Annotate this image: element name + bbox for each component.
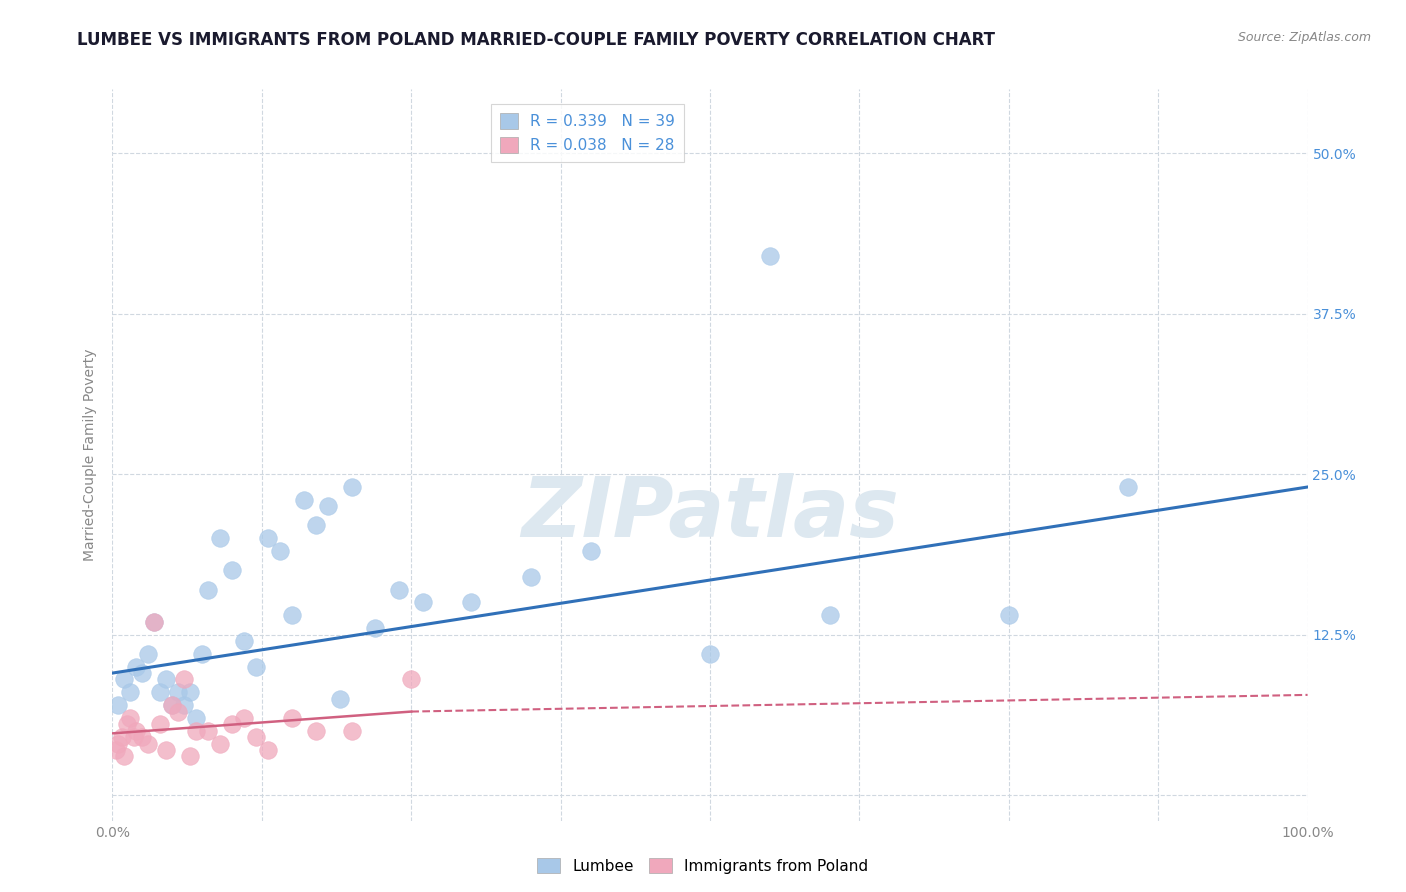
Point: [155, 743, 177, 757]
Text: ZIPatlas: ZIPatlas: [522, 473, 898, 554]
Point: [221, 717, 243, 731]
Point: [257, 743, 280, 757]
Point: [122, 730, 145, 744]
Point: [401, 673, 423, 687]
Point: [257, 532, 280, 546]
Point: [197, 723, 219, 738]
Point: [143, 615, 166, 629]
Point: [149, 717, 172, 731]
Point: [579, 544, 602, 558]
Point: [364, 621, 387, 635]
Point: [131, 666, 153, 681]
Point: [105, 743, 128, 757]
Point: [998, 608, 1021, 623]
Y-axis label: Married-Couple Family Poverty: Married-Couple Family Poverty: [83, 349, 97, 561]
Point: [245, 730, 267, 744]
Point: [388, 582, 411, 597]
Point: [269, 544, 291, 558]
Point: [221, 563, 243, 577]
Point: [305, 723, 328, 738]
Point: [167, 685, 190, 699]
Point: [292, 492, 315, 507]
Point: [138, 737, 160, 751]
Text: Source: ZipAtlas.com: Source: ZipAtlas.com: [1237, 31, 1371, 45]
Point: [329, 691, 352, 706]
Point: [125, 723, 148, 738]
Point: [209, 532, 232, 546]
Point: [114, 673, 135, 687]
Point: [197, 582, 219, 597]
Point: [107, 698, 129, 713]
Point: [191, 647, 214, 661]
Point: [186, 711, 208, 725]
Point: [114, 749, 135, 764]
Point: [155, 673, 177, 687]
Point: [162, 698, 183, 713]
Text: LUMBEE VS IMMIGRANTS FROM POLAND MARRIED-COUPLE FAMILY POVERTY CORRELATION CHART: LUMBEE VS IMMIGRANTS FROM POLAND MARRIED…: [77, 31, 995, 49]
Point: [460, 595, 482, 609]
Point: [131, 730, 153, 744]
Point: [340, 723, 363, 738]
Point: [125, 659, 148, 673]
Point: [412, 595, 434, 609]
Point: [120, 685, 142, 699]
Point: [818, 608, 841, 623]
Point: [233, 711, 256, 725]
Point: [316, 500, 339, 514]
Point: [1118, 480, 1140, 494]
Point: [107, 737, 129, 751]
Point: [759, 249, 782, 263]
Point: [167, 705, 190, 719]
Point: [179, 685, 201, 699]
Point: [233, 634, 256, 648]
Point: [186, 723, 208, 738]
Point: [209, 737, 232, 751]
Point: [162, 698, 183, 713]
Legend: R = 0.339   N = 39, R = 0.038   N = 28: R = 0.339 N = 39, R = 0.038 N = 28: [491, 104, 685, 162]
Point: [699, 647, 721, 661]
Point: [120, 711, 142, 725]
Point: [520, 570, 543, 584]
Point: [173, 698, 195, 713]
Point: [111, 730, 134, 744]
Point: [149, 685, 172, 699]
Point: [143, 615, 166, 629]
Point: [115, 717, 138, 731]
Point: [138, 647, 160, 661]
Point: [305, 518, 328, 533]
Point: [281, 711, 304, 725]
Point: [173, 673, 195, 687]
Point: [179, 749, 201, 764]
Point: [281, 608, 304, 623]
Legend: Lumbee, Immigrants from Poland: Lumbee, Immigrants from Poland: [531, 852, 875, 880]
Point: [340, 480, 363, 494]
Point: [245, 659, 267, 673]
